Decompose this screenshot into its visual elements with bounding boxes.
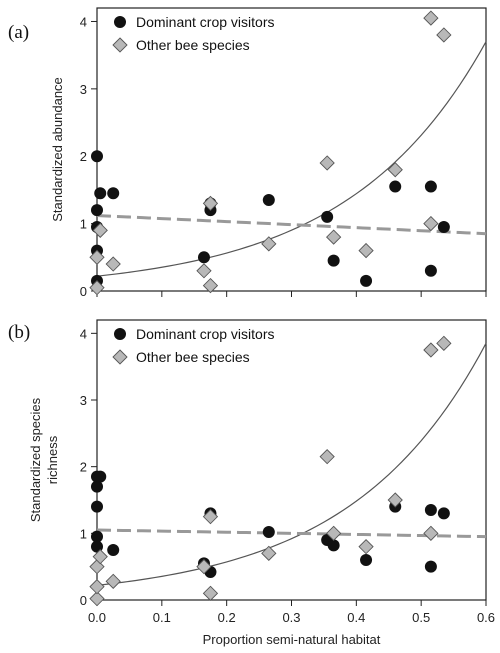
point-dominant-crop-visitors bbox=[197, 251, 210, 264]
point-other-bee-species bbox=[196, 559, 212, 575]
y-tick-label: 0 bbox=[80, 284, 87, 299]
point-other-bee-species bbox=[326, 525, 342, 541]
point-other-bee-species bbox=[423, 215, 439, 232]
point-other-bee-species bbox=[89, 249, 105, 265]
legend-marker-other bbox=[112, 37, 128, 53]
point-dominant-crop-visitors bbox=[327, 539, 340, 552]
point-dominant-crop-visitors bbox=[389, 180, 402, 193]
point-other-bee-species bbox=[319, 155, 335, 171]
y-tick-label: 4 bbox=[80, 14, 87, 29]
point-other-bee-species bbox=[89, 591, 105, 607]
x-tick-label: 0.4 bbox=[347, 610, 365, 625]
point-other-bee-species bbox=[436, 335, 452, 351]
panel-b: 0 1 2 3 4 0.0 0.1 0.2 0.3 0.4 0.5 0.6 Standardized s… bbox=[8, 319, 495, 647]
point-dominant-crop-visitors bbox=[91, 500, 103, 513]
point-other-bee-species bbox=[358, 242, 374, 259]
point-other-bee-species bbox=[202, 277, 219, 294]
point-other-bee-species bbox=[387, 162, 403, 178]
panel-a: 0 1 2 3 4 Standardized abundance (a) Dominant c… bbox=[8, 7, 487, 299]
x-tick-label: 0.6 bbox=[477, 610, 495, 625]
fit-line-other-bees bbox=[96, 214, 487, 236]
y-axis-title: Standardized species richness bbox=[28, 397, 60, 522]
y-tick-label: 2 bbox=[80, 460, 87, 475]
legend-marker-dominant bbox=[114, 16, 126, 28]
legend-marker-dominant bbox=[114, 328, 126, 340]
point-dominant-crop-visitors bbox=[94, 470, 107, 483]
point-dominant-crop-visitors bbox=[107, 544, 120, 556]
point-dominant-crop-visitors bbox=[437, 507, 450, 520]
point-dominant-crop-visitors bbox=[360, 274, 373, 287]
point-dominant-crop-visitors bbox=[327, 254, 340, 267]
point-dominant-crop-visitors bbox=[91, 530, 103, 543]
point-other-bee-species bbox=[436, 27, 452, 43]
point-other-bee-species bbox=[387, 492, 403, 508]
x-tick-label: 0.1 bbox=[153, 610, 171, 625]
point-dominant-crop-visitors bbox=[91, 480, 103, 493]
point-dominant-crop-visitors bbox=[91, 150, 103, 163]
point-dominant-crop-visitors bbox=[94, 187, 107, 200]
point-dominant-crop-visitors bbox=[321, 210, 334, 223]
point-dominant-crop-visitors bbox=[262, 194, 275, 207]
legend-label: Other bee species bbox=[136, 37, 250, 53]
x-tick-label: 0.2 bbox=[218, 610, 236, 625]
point-dominant-crop-visitors bbox=[107, 187, 120, 200]
panel-label: (b) bbox=[8, 322, 30, 343]
point-other-bee-species bbox=[319, 449, 335, 465]
x-tick-label: 0.5 bbox=[412, 610, 430, 625]
point-dominant-crop-visitors bbox=[424, 180, 437, 193]
point-dominant-crop-visitors bbox=[437, 220, 450, 233]
y-tick-label: 0 bbox=[80, 593, 87, 608]
panel-label: (a) bbox=[8, 22, 29, 43]
y-tick-label: 4 bbox=[80, 326, 87, 341]
point-other-bee-species bbox=[423, 10, 439, 26]
y-axis-title: Standardized abundance bbox=[50, 77, 65, 222]
x-tick-label: 0.0 bbox=[88, 610, 106, 625]
point-dominant-crop-visitors bbox=[424, 264, 437, 277]
legend-marker-other bbox=[112, 349, 128, 365]
point-other-bee-species bbox=[261, 545, 277, 561]
point-other-bee-species bbox=[89, 579, 105, 595]
point-other-bee-species bbox=[196, 263, 212, 279]
legend-label: Dominant crop visitors bbox=[136, 14, 275, 30]
point-other-bee-species bbox=[261, 236, 277, 252]
y-tick-label: 2 bbox=[80, 149, 87, 164]
y-tick-label: 1 bbox=[80, 217, 87, 232]
point-other-bee-species bbox=[89, 279, 105, 296]
point-other-bee-species bbox=[202, 585, 219, 601]
y-tick-label: 3 bbox=[80, 393, 87, 408]
point-dominant-crop-visitors bbox=[262, 526, 275, 538]
y-tick-label: 1 bbox=[80, 526, 87, 541]
point-dominant-crop-visitors bbox=[424, 504, 437, 516]
point-other-bee-species bbox=[358, 539, 374, 555]
point-other-bee-species bbox=[105, 256, 121, 272]
point-other-bee-species bbox=[423, 342, 439, 358]
x-tick-label: 0.3 bbox=[282, 610, 300, 625]
fit-curve-dominant bbox=[96, 41, 487, 277]
point-other-bee-species bbox=[105, 573, 121, 589]
point-dominant-crop-visitors bbox=[91, 204, 103, 217]
legend-label: Other bee species bbox=[136, 349, 250, 365]
point-dominant-crop-visitors bbox=[360, 554, 373, 566]
point-other-bee-species bbox=[92, 549, 108, 565]
legend-label: Dominant crop visitors bbox=[136, 326, 275, 342]
point-other-bee-species bbox=[202, 195, 219, 212]
fit-line-other-bees bbox=[96, 528, 487, 539]
y-tick-label: 3 bbox=[80, 82, 87, 97]
fit-curve-dominant bbox=[96, 343, 487, 586]
point-other-bee-species bbox=[326, 229, 342, 245]
x-axis-title: Proportion semi-natural habitat bbox=[203, 632, 381, 647]
point-other-bee-species bbox=[202, 509, 219, 525]
point-dominant-crop-visitors bbox=[424, 560, 437, 573]
point-other-bee-species bbox=[423, 525, 439, 541]
point-other-bee-species bbox=[92, 222, 108, 238]
